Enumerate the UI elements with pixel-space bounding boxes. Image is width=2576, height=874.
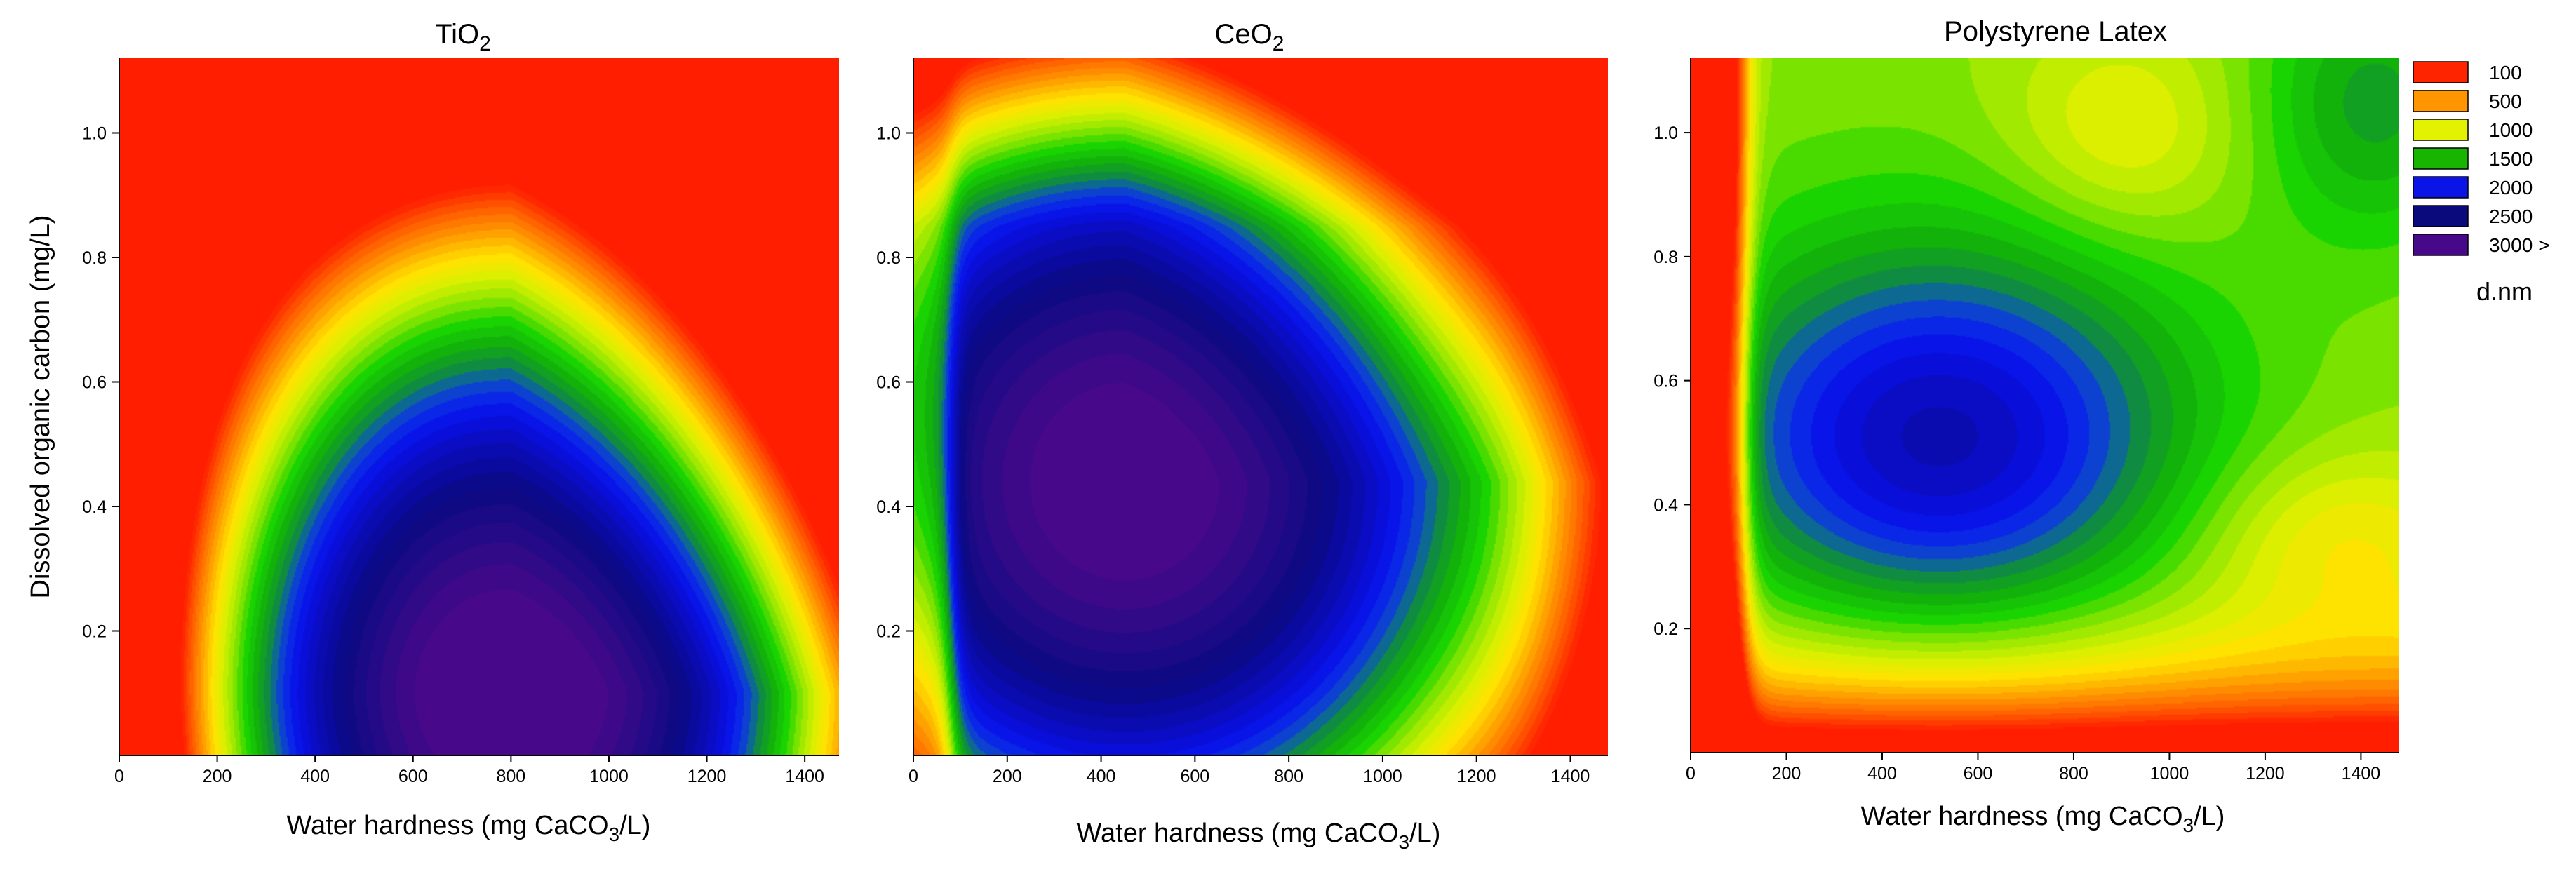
- polystyrene-y-tick-label: 1.0: [1653, 123, 1678, 143]
- polystyrene-x-axis-label: Water hardness (mg CaCO3/L): [1861, 802, 2225, 836]
- polystyrene-x-tick-label: 1200: [2246, 764, 2285, 784]
- polystyrene-title: Polystyrene Latex: [1944, 16, 2167, 47]
- ceo2-x-tick-label: 1000: [1363, 767, 1402, 786]
- legend-label-2500: 2500: [2489, 206, 2533, 227]
- tio2-y-tick-label: 0.8: [82, 248, 107, 268]
- legend-swatch-1000: [2413, 119, 2469, 141]
- legend-unit-label: d.nm: [2476, 277, 2533, 306]
- ceo2-y-tick-label: 1.0: [876, 124, 901, 144]
- tio2-x-tick-label: 400: [300, 767, 330, 786]
- polystyrene-y-tick-label: 0.2: [1653, 619, 1678, 639]
- tio2-x-tick-label: 800: [497, 767, 526, 786]
- polystyrene-x-tick-label: 800: [2059, 764, 2088, 784]
- legend-swatch-2000: [2413, 176, 2469, 199]
- tio2-x-tick-label: 1400: [785, 767, 824, 786]
- tio2-contour-surface: [119, 58, 839, 755]
- polystyrene-x-tick-label: 400: [1867, 764, 1897, 784]
- legend-label-1000: 1000: [2489, 119, 2533, 141]
- polystyrene-x-tick-label: 1400: [2342, 764, 2381, 784]
- polystyrene-contour-surface: [1691, 58, 2399, 753]
- ceo2-x-tick-label: 400: [1087, 767, 1116, 786]
- ceo2-contour-surface: [913, 58, 1608, 755]
- tio2-x-tick-label: 200: [203, 767, 232, 786]
- tio2-y-tick-label: 1.0: [82, 124, 107, 144]
- legend-swatch-3000: [2413, 234, 2469, 256]
- tio2-y-tick-label: 0.2: [82, 622, 107, 642]
- legend-label-3000: 3000 >: [2489, 234, 2549, 256]
- y-axis-label: Dissolved organic carbon (mg/L): [26, 215, 55, 598]
- ceo2-x-axis-label: Water hardness (mg CaCO3/L): [1077, 819, 1441, 853]
- tio2-x-axis-label: Water hardness (mg CaCO3/L): [287, 811, 651, 845]
- tio2-x-tick-label: 600: [398, 767, 428, 786]
- ceo2-panel: CeO2 0 200 400 600 800 1000 1200 1400 0.2 0.4 0.6 0…: [876, 19, 1608, 853]
- ceo2-y-tick-label: 0.6: [876, 373, 901, 393]
- polystyrene-panel: Polystyrene Latex 0 200 400 600 800 1000 1200 1…: [1653, 16, 2399, 836]
- ceo2-x-tick-label: 0: [908, 767, 918, 786]
- tio2-y-tick-label: 0.6: [82, 373, 107, 393]
- ceo2-x-tick-label: 1400: [1551, 767, 1590, 786]
- legend: 100 500 1000 1500 2000 2500 3000 >: [2413, 61, 2549, 256]
- legend-label-100: 100: [2489, 62, 2522, 83]
- ceo2-title: CeO2: [1215, 19, 1284, 55]
- polystyrene-y-tick-label: 0.4: [1653, 495, 1678, 515]
- legend-label-500: 500: [2489, 90, 2522, 112]
- ceo2-y-tick-label: 0.4: [876, 497, 901, 517]
- tio2-x-tick-label: 1200: [687, 767, 727, 786]
- ceo2-x-tick-label: 200: [993, 767, 1022, 786]
- legend-swatch-2500: [2413, 205, 2469, 227]
- polystyrene-y-tick-label: 0.8: [1653, 248, 1678, 267]
- tio2-x-tick-label: 0: [114, 767, 124, 786]
- legend-label-1500: 1500: [2489, 148, 2533, 170]
- tio2-panel: TiO2 0 200 400 600 800 1000 1200 1400 0.2 0.4 0.6 0…: [26, 19, 839, 845]
- legend-swatch-100: [2413, 61, 2469, 83]
- ceo2-x-tick-label: 600: [1180, 767, 1209, 786]
- tio2-title: TiO2: [435, 19, 491, 55]
- legend-swatch-500: [2413, 90, 2469, 112]
- polystyrene-x-tick-label: 0: [1686, 764, 1696, 784]
- legend-label-2000: 2000: [2489, 177, 2533, 199]
- polystyrene-x-tick-label: 200: [1772, 764, 1802, 784]
- ceo2-x-tick-label: 1200: [1457, 767, 1496, 786]
- polystyrene-y-tick-label: 0.6: [1653, 372, 1678, 391]
- ceo2-y-tick-label: 0.2: [876, 622, 901, 642]
- tio2-x-tick-label: 1000: [589, 767, 629, 786]
- tio2-y-tick-label: 0.4: [82, 497, 107, 517]
- ceo2-y-tick-label: 0.8: [876, 248, 901, 268]
- ceo2-x-tick-label: 800: [1274, 767, 1303, 786]
- legend-swatch-1500: [2413, 147, 2469, 170]
- polystyrene-x-tick-label: 600: [1964, 764, 1993, 784]
- polystyrene-x-tick-label: 1000: [2150, 764, 2189, 784]
